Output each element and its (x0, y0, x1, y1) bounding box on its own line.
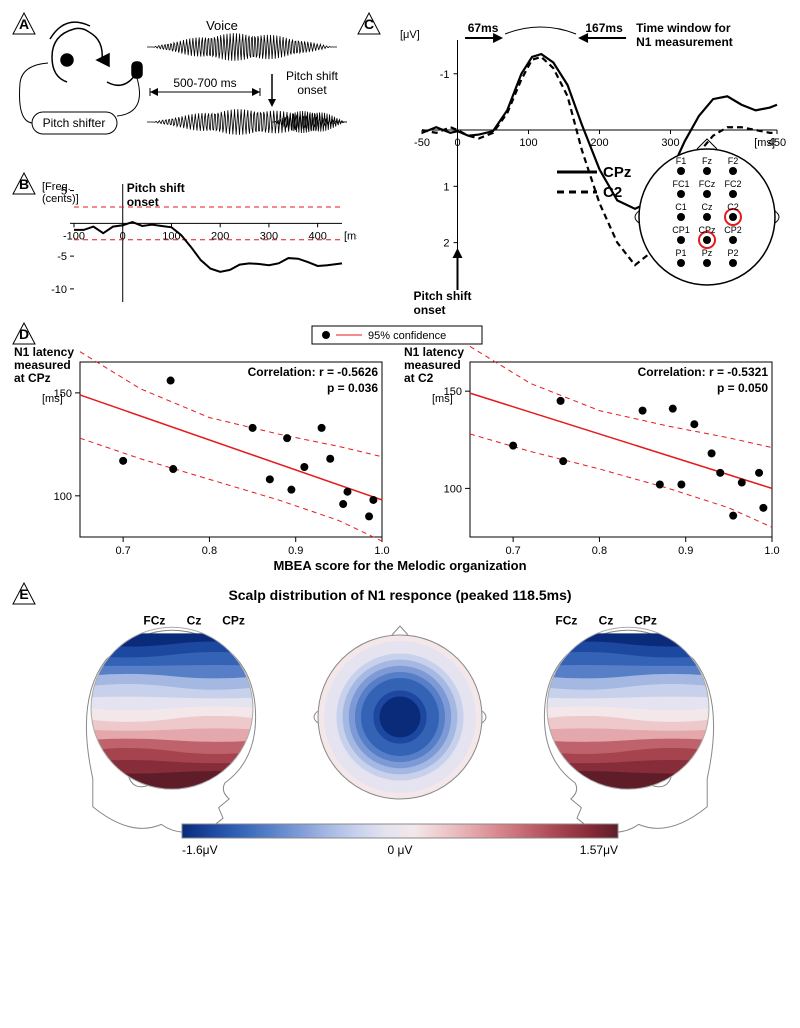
svg-text:onset: onset (414, 303, 446, 317)
svg-text:F1: F1 (676, 156, 687, 166)
svg-text:onset: onset (127, 195, 159, 209)
svg-text:1.57μV: 1.57μV (580, 843, 618, 857)
svg-text:300: 300 (260, 230, 278, 242)
panel-badge-d: D (12, 322, 36, 346)
panel-b: B [Freq.(cents)]5-5-10-1000100200300400[… (12, 172, 357, 322)
svg-text:Time window for: Time window for (636, 21, 731, 35)
svg-text:167ms: 167ms (585, 21, 623, 35)
shift-onset-label-a2: onset (297, 83, 327, 97)
svg-text:-10: -10 (51, 284, 67, 296)
pitch-shifter-label: Pitch shifter (43, 116, 106, 130)
svg-text:at C2: at C2 (404, 371, 434, 385)
svg-text:FCz: FCz (555, 614, 577, 628)
panel-c: C [μV]-112-500100200300450[ms]67ms167msT… (357, 12, 788, 322)
svg-text:Pz: Pz (702, 248, 713, 258)
svg-text:400: 400 (308, 230, 326, 242)
panel-e-svg: Scalp distribution of N1 responce (peake… (12, 582, 788, 862)
svg-text:MBEA score for the Melodic org: MBEA score for the Melodic organization (273, 558, 526, 573)
voice-label: Voice (206, 18, 238, 33)
svg-text:FC2: FC2 (724, 179, 741, 189)
svg-text:FCz: FCz (699, 179, 716, 189)
svg-text:Pitch shift: Pitch shift (414, 289, 472, 303)
panel-d: D 95% confidence0.70.80.91.0100150N1 lat… (12, 322, 788, 582)
svg-text:Scalp distribution of N1 respo: Scalp distribution of N1 responce (peake… (228, 587, 571, 603)
svg-text:100: 100 (519, 137, 537, 149)
panel-d-svg: 95% confidence0.70.80.91.0100150N1 laten… (12, 322, 788, 582)
svg-text:CP2: CP2 (724, 225, 742, 235)
svg-text:0: 0 (120, 230, 126, 242)
svg-text:C1: C1 (675, 202, 687, 212)
svg-text:0.9: 0.9 (288, 545, 303, 557)
panel-badge-a: A (12, 12, 36, 36)
svg-text:-100: -100 (63, 230, 85, 242)
panel-badge-b: B (12, 172, 36, 196)
svg-text:1.0: 1.0 (374, 545, 389, 557)
svg-text:Fz: Fz (702, 156, 712, 166)
svg-text:0.8: 0.8 (202, 545, 217, 557)
svg-text:200: 200 (590, 137, 608, 149)
svg-text:CPz: CPz (603, 164, 631, 181)
svg-text:[μV]: [μV] (400, 29, 420, 41)
svg-text:Correlation: r = -0.5626: Correlation: r = -0.5626 (248, 365, 379, 379)
svg-text:[ms]: [ms] (754, 137, 775, 149)
svg-text:C2: C2 (603, 184, 622, 201)
svg-text:0: 0 (454, 137, 460, 149)
svg-text:95% confidence: 95% confidence (368, 330, 446, 342)
svg-text:C2: C2 (727, 202, 739, 212)
svg-text:300: 300 (661, 137, 679, 149)
svg-text:1.0: 1.0 (764, 545, 779, 557)
svg-text:5: 5 (61, 186, 67, 198)
svg-text:0.8: 0.8 (592, 545, 607, 557)
svg-text:Cz: Cz (702, 202, 713, 212)
svg-text:CPz: CPz (222, 614, 245, 628)
panel-c-svg: [μV]-112-500100200300450[ms]67ms167msTim… (357, 12, 788, 322)
svg-text:Pitch shift: Pitch shift (127, 181, 185, 195)
panel-e: E Scalp distribution of N1 responce (pea… (12, 582, 788, 862)
svg-text:FCz: FCz (143, 614, 165, 628)
delay-label: 500-700 ms (173, 76, 236, 90)
svg-text:P1: P1 (675, 248, 686, 258)
svg-text:Cz: Cz (187, 614, 202, 628)
svg-text:N1 latency: N1 latency (14, 345, 74, 359)
panel-badge-e: E (12, 582, 36, 606)
svg-text:Cz: Cz (599, 614, 614, 628)
panel-a: A (12, 12, 357, 172)
svg-text:F2: F2 (728, 156, 739, 166)
svg-text:-1: -1 (440, 69, 450, 81)
svg-text:measured: measured (404, 358, 461, 372)
svg-text:2: 2 (443, 238, 449, 250)
svg-text:0.7: 0.7 (505, 545, 520, 557)
panel-b-svg: [Freq.(cents)]5-5-10-1000100200300400[ms… (12, 172, 357, 322)
svg-text:N1 latency: N1 latency (404, 345, 464, 359)
svg-text:p = 0.036: p = 0.036 (327, 381, 378, 395)
svg-text:FC1: FC1 (672, 179, 689, 189)
svg-text:-50: -50 (414, 137, 430, 149)
figure: A (12, 12, 788, 862)
svg-text:CP1: CP1 (672, 225, 690, 235)
svg-text:CPz: CPz (698, 225, 716, 235)
svg-text:CPz: CPz (634, 614, 657, 628)
svg-text:[ms]: [ms] (42, 393, 63, 405)
svg-text:0.7: 0.7 (115, 545, 130, 557)
svg-text:Correlation: r = -0.5321: Correlation: r = -0.5321 (638, 365, 769, 379)
svg-text:[ms]: [ms] (432, 393, 453, 405)
svg-text:N1 measurement: N1 measurement (636, 35, 733, 49)
svg-text:-1.6μV: -1.6μV (182, 843, 218, 857)
panel-badge-c: C (357, 12, 381, 36)
svg-text:100: 100 (54, 491, 72, 503)
svg-text:[ms]: [ms] (344, 230, 357, 242)
svg-text:67ms: 67ms (468, 21, 499, 35)
svg-text:P2: P2 (727, 248, 738, 258)
svg-text:measured: measured (14, 358, 71, 372)
svg-text:p = 0.050: p = 0.050 (717, 381, 768, 395)
panel-a-svg: Pitch shifter Voice 500-700 ms (12, 12, 357, 172)
svg-text:0 μV: 0 μV (388, 843, 413, 857)
svg-text:-5: -5 (57, 251, 67, 263)
svg-text:200: 200 (211, 230, 229, 242)
svg-text:100: 100 (444, 483, 462, 495)
svg-text:1: 1 (443, 181, 449, 193)
shift-onset-label-a1: Pitch shift (286, 69, 339, 83)
svg-text:at CPz: at CPz (14, 371, 51, 385)
svg-text:0.9: 0.9 (678, 545, 693, 557)
